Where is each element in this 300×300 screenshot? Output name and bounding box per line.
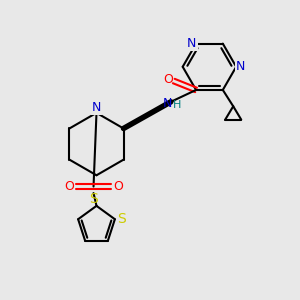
Text: N: N bbox=[163, 97, 172, 110]
Text: H: H bbox=[173, 100, 182, 110]
Text: N: N bbox=[92, 101, 101, 114]
Text: S: S bbox=[117, 212, 126, 226]
Text: O: O bbox=[163, 73, 173, 86]
Text: O: O bbox=[64, 180, 74, 193]
Text: O: O bbox=[113, 180, 123, 193]
Text: N: N bbox=[187, 37, 196, 50]
Text: S: S bbox=[89, 192, 98, 206]
Text: N: N bbox=[236, 60, 245, 73]
